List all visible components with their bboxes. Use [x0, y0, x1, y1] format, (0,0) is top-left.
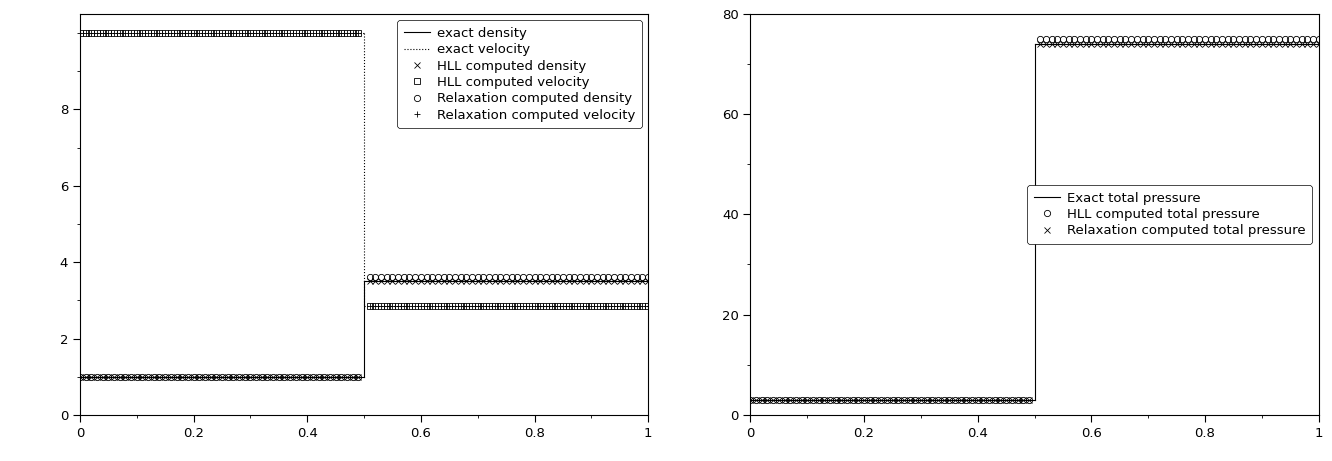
Legend: Exact total pressure, HLL computed total pressure, Relaxation computed total pre: Exact total pressure, HLL computed total… — [1027, 185, 1312, 244]
Legend: exact density, exact velocity, HLL computed density, HLL computed velocity, Rela: exact density, exact velocity, HLL compu… — [397, 20, 642, 128]
